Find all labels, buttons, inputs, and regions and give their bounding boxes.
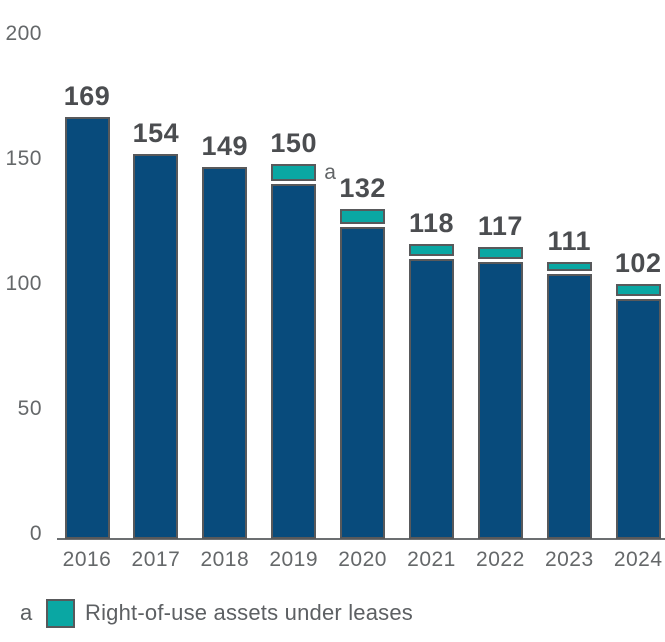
x-axis-tick-label: 2017 bbox=[131, 548, 181, 571]
bar-segment-base-2021 bbox=[409, 259, 454, 539]
bar-value-label: 149 bbox=[201, 130, 249, 161]
x-axis-tick-label: 2019 bbox=[269, 548, 319, 571]
bar-segment-leases-2019 bbox=[271, 164, 317, 181]
y-axis-tick-label: 200 bbox=[5, 22, 42, 45]
bar-value-label: 111 bbox=[547, 225, 592, 256]
x-axis-tick-label: 2021 bbox=[407, 548, 456, 571]
x-axis-tick-label: 2018 bbox=[200, 548, 250, 571]
bar-segment-base-2016 bbox=[64, 116, 110, 539]
y-axis-tick-label: 50 bbox=[17, 397, 42, 420]
bar-segment-base-2017 bbox=[133, 154, 179, 539]
bar-segment-leases-2022 bbox=[477, 246, 523, 259]
bar-segment-base-2023 bbox=[546, 274, 592, 539]
bar-value-label: 117 bbox=[477, 210, 523, 241]
bar-segment-base-2024 bbox=[615, 299, 661, 539]
bar-value-label: 132 bbox=[339, 173, 386, 203]
bar-value-label: 154 bbox=[132, 118, 180, 148]
legend: a Right-of-use assets under leases bbox=[20, 598, 413, 628]
bar-segment-base-2018 bbox=[202, 166, 248, 539]
bar-value-label: 150 bbox=[270, 128, 317, 158]
bar-segment-leases-2023 bbox=[546, 261, 592, 271]
bar-segment-base-2020 bbox=[340, 226, 386, 539]
x-axis-tick-label: 2023 bbox=[544, 548, 594, 571]
bar-value-label: 169 bbox=[63, 80, 111, 111]
bar-value-label: 118 bbox=[408, 208, 455, 238]
x-axis-tick-label: 2024 bbox=[613, 548, 663, 571]
y-axis-tick-label: 100 bbox=[5, 272, 42, 295]
y-axis-tick-label: 150 bbox=[5, 147, 42, 170]
bar-segment-leases-2024 bbox=[615, 284, 661, 296]
annotation-letter: a bbox=[324, 161, 336, 184]
legend-label: Right-of-use assets under leases bbox=[85, 600, 414, 625]
x-axis-line bbox=[57, 538, 665, 540]
x-axis-tick-label: 2022 bbox=[476, 548, 525, 571]
x-axis-tick-label: 2020 bbox=[338, 548, 387, 571]
bar-segment-base-2022 bbox=[477, 261, 523, 539]
x-axis-tick-label: 2016 bbox=[62, 548, 112, 571]
bar-value-label: 102 bbox=[614, 248, 662, 278]
bar-segment-base-2019 bbox=[271, 184, 317, 539]
y-axis-tick-label: 0 bbox=[29, 522, 42, 545]
bar-segment-leases-2021 bbox=[409, 244, 454, 256]
bar-segment-leases-2020 bbox=[340, 209, 386, 224]
legend-marker-letter: a bbox=[20, 600, 33, 625]
legend-color-swatch bbox=[46, 598, 75, 628]
